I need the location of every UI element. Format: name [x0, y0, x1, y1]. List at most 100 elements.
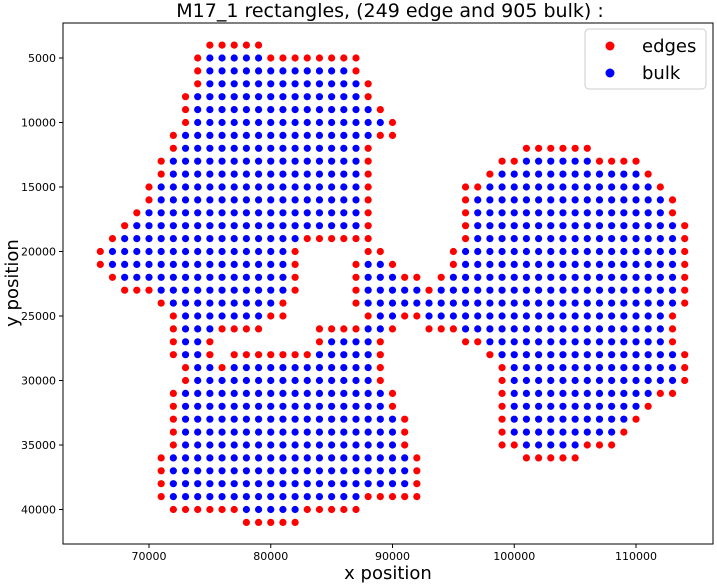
bulk-point	[620, 312, 628, 320]
bulk-point	[279, 441, 287, 449]
edge-point	[352, 235, 360, 243]
bulk-point	[279, 106, 287, 114]
bulk-point	[510, 299, 518, 307]
bulk-point	[230, 67, 238, 75]
bulk-point	[352, 351, 360, 359]
bulk-point	[206, 441, 214, 449]
edge-point	[145, 196, 153, 204]
bulk-point	[583, 247, 591, 256]
bulk-point	[157, 222, 165, 230]
bulk-point	[620, 196, 628, 204]
x-tick-label: 110000	[615, 550, 657, 563]
edge-point	[206, 505, 214, 514]
bulk-point	[608, 312, 616, 320]
bulk-point	[571, 209, 579, 217]
bulk-point	[340, 170, 348, 178]
edge-point	[169, 131, 177, 139]
bulk-point	[461, 260, 470, 268]
bulk-point	[194, 480, 202, 488]
edge-point	[656, 183, 664, 191]
edge-point	[169, 402, 177, 410]
bulk-point	[206, 118, 214, 127]
edge-point	[388, 118, 397, 127]
bulk-point	[376, 467, 384, 475]
bulk-point	[315, 131, 324, 139]
bulk-point	[218, 441, 226, 449]
bulk-point	[218, 170, 226, 178]
bulk-point	[340, 441, 348, 449]
bulk-point	[169, 235, 177, 243]
bulk-point	[583, 260, 591, 268]
bulk-point	[303, 467, 311, 475]
x-axis-label: x position	[344, 563, 432, 584]
bulk-point	[510, 222, 518, 230]
edge-point	[291, 54, 299, 62]
edge-point	[449, 260, 457, 268]
bulk-point	[571, 260, 579, 268]
bulk-point	[218, 260, 226, 268]
bulk-point	[352, 222, 360, 230]
bulk-point	[206, 235, 214, 243]
bulk-point	[279, 480, 287, 488]
bulk-point	[535, 209, 543, 217]
bulk-point	[656, 273, 664, 281]
edge-point	[279, 299, 287, 307]
edge-point	[352, 286, 360, 294]
bulk-point	[364, 364, 372, 372]
bulk-point	[230, 170, 238, 178]
edge-point	[364, 235, 372, 243]
bulk-point	[169, 493, 177, 501]
bulk-point	[522, 222, 531, 230]
bulk-point	[376, 428, 384, 436]
bulk-point	[254, 144, 263, 152]
bulk-point	[595, 364, 604, 372]
bulk-point	[267, 286, 275, 294]
edge-point	[267, 312, 275, 320]
bulk-point	[279, 222, 287, 230]
edge-point	[510, 441, 518, 449]
bulk-point	[340, 467, 348, 475]
bulk-point	[291, 376, 299, 385]
edge-point	[388, 493, 397, 501]
bulk-point	[559, 196, 567, 204]
bulk-point	[242, 376, 250, 385]
edge-point	[157, 480, 165, 488]
bulk-point	[656, 299, 664, 307]
bulk-point	[498, 209, 506, 217]
bulk-point	[535, 312, 543, 320]
bulk-point	[571, 157, 579, 165]
bulk-point	[486, 312, 494, 320]
bulk-point	[279, 364, 287, 372]
bulk-point	[254, 196, 263, 204]
bulk-point	[328, 118, 336, 127]
bulk-point	[583, 273, 591, 281]
bulk-point	[486, 183, 494, 191]
bulk-point	[656, 351, 664, 359]
bulk-point	[315, 80, 324, 88]
bulk-point	[632, 273, 640, 281]
bulk-point	[267, 441, 275, 449]
bulk-point	[608, 364, 616, 372]
bulk-point	[571, 247, 579, 256]
bulk-point	[388, 467, 397, 475]
bulk-point	[644, 247, 652, 256]
bulk-point	[352, 441, 360, 449]
bulk-point	[559, 338, 567, 346]
bulk-point	[547, 170, 555, 178]
bulk-point	[194, 106, 202, 114]
bulk-point	[194, 260, 202, 268]
edge-point	[218, 41, 226, 49]
legend-marker-bulk	[605, 68, 615, 78]
bulk-point	[303, 196, 311, 204]
edge-point	[254, 325, 263, 333]
bulk-point	[547, 299, 555, 307]
bulk-point	[632, 338, 640, 346]
edge-point	[340, 54, 348, 62]
edge-point	[461, 338, 470, 346]
bulk-point	[668, 299, 677, 307]
bulk-point	[449, 273, 457, 281]
bulk-point	[181, 209, 190, 217]
bulk-point	[218, 247, 226, 256]
bulk-point	[620, 389, 628, 397]
edge-point	[108, 273, 117, 281]
